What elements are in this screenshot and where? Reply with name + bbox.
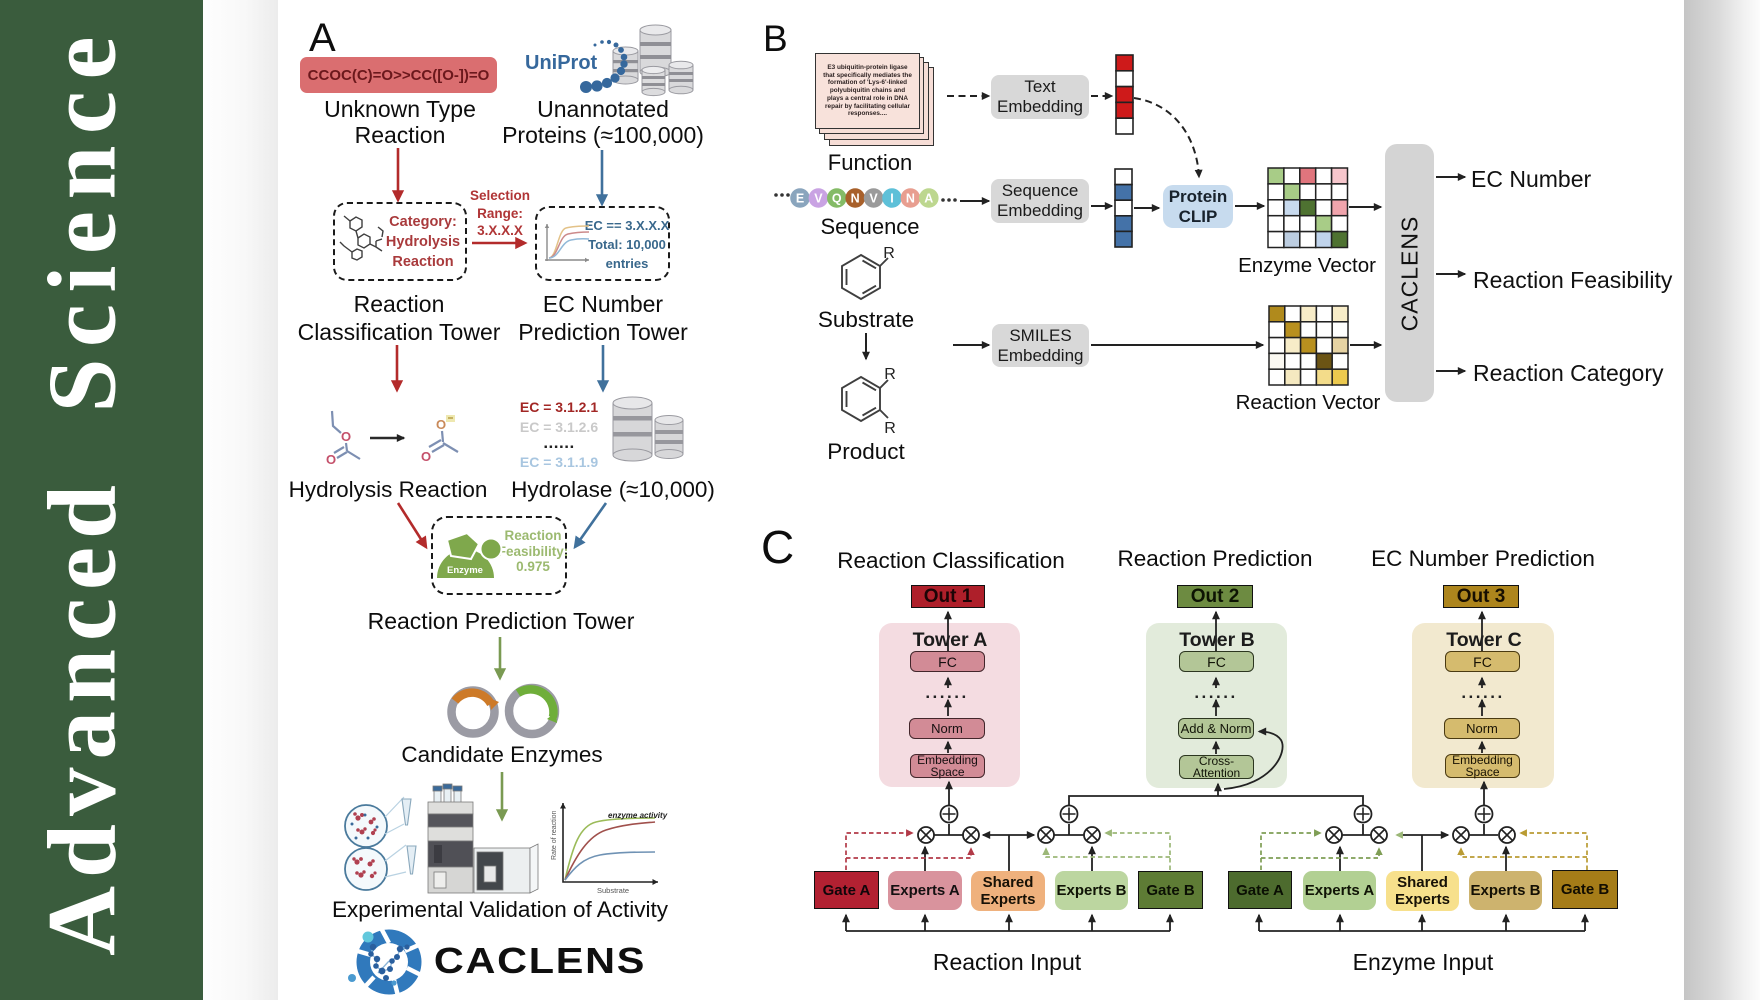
svg-text:Q: Q [832, 192, 842, 206]
svg-text:N: N [851, 192, 860, 206]
svg-text:Rate of reaction: Rate of reaction [551, 810, 558, 860]
svg-text:O: O [421, 449, 431, 464]
svg-text:E: E [796, 192, 804, 206]
svg-text:N: N [906, 192, 915, 206]
svg-text:O: O [341, 429, 351, 444]
svg-text:V: V [814, 192, 823, 206]
svg-text:I: I [890, 192, 893, 206]
svg-text:R: R [884, 420, 896, 437]
svg-text:A: A [924, 192, 933, 206]
svg-text:R: R [883, 245, 895, 262]
svg-text:O: O [436, 417, 446, 432]
svg-text:enzyme activity: enzyme activity [608, 811, 668, 820]
svg-text:UniProt: UniProt [525, 52, 598, 74]
svg-text:R: R [884, 366, 896, 383]
svg-text:V: V [869, 192, 878, 206]
svg-text:Substrate: Substrate [597, 886, 629, 895]
svg-text:O: O [326, 452, 336, 467]
